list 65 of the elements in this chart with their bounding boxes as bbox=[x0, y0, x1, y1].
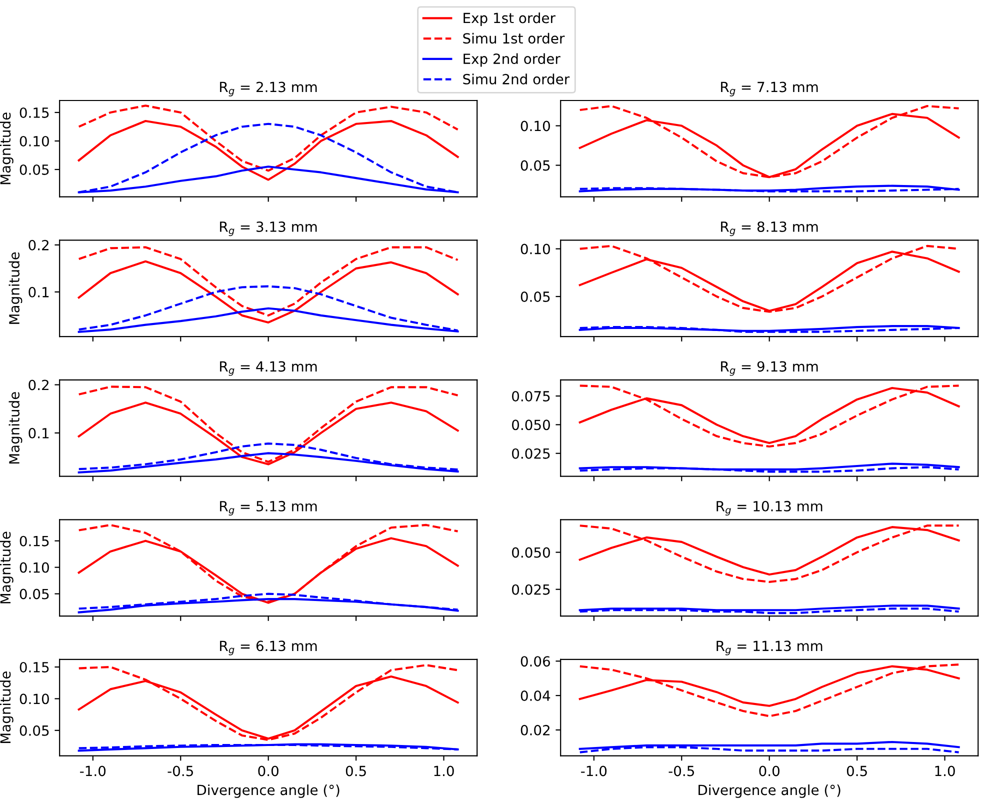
legend-label: Exp 2nd order bbox=[464, 53, 560, 67]
y-tick-label: 0.05 bbox=[20, 725, 49, 736]
chart-title: R$_{g}$ = 6.13 mm bbox=[220, 640, 317, 656]
x-tick-label: 0.5 bbox=[846, 766, 867, 776]
y-tick-label: 0.10 bbox=[20, 694, 49, 704]
line-series bbox=[78, 246, 459, 316]
x-tick-label: 0.5 bbox=[346, 766, 366, 776]
y-tick-label: 0.1 bbox=[28, 428, 49, 438]
y-axis-title: Magnitude bbox=[0, 112, 14, 184]
y-axis-title: Magnitude bbox=[8, 252, 22, 324]
line-series bbox=[78, 524, 459, 603]
line-series bbox=[578, 664, 960, 718]
x-tick-label: 1.0 bbox=[935, 766, 955, 776]
y-axis-title: Magnitude bbox=[0, 672, 14, 744]
x-tick-label: 0.0 bbox=[759, 766, 780, 776]
y-tick-label: 0.15 bbox=[20, 107, 49, 118]
y-tick-label: 0.025 bbox=[512, 584, 550, 595]
line-series bbox=[78, 104, 459, 172]
chart-title: R$_{g}$ = 7.13 mm bbox=[721, 82, 818, 96]
chart-title: R$_{g}$ = 9.13 mm bbox=[721, 361, 818, 376]
chart-title: R$_{g}$ = 2.13 mm bbox=[220, 82, 317, 96]
y-axis-title: Magnitude bbox=[0, 532, 14, 604]
chart-title: R$_{g}$ = 10.13 mm bbox=[716, 500, 822, 516]
y-tick-label: 0.2 bbox=[28, 240, 48, 250]
line-series bbox=[578, 740, 960, 750]
line-series bbox=[78, 386, 459, 463]
y-tick-label: 0.025 bbox=[512, 448, 550, 459]
y-tick-label: 0.05 bbox=[520, 160, 550, 171]
chart-title: R$_{g}$ = 4.13 mm bbox=[220, 361, 317, 376]
line-series bbox=[78, 664, 459, 741]
y-tick-label: 0.04 bbox=[520, 690, 550, 702]
chart-title: R$_{g}$ = 5.13 mm bbox=[220, 500, 317, 516]
x-tick-label: 1.0 bbox=[434, 766, 454, 776]
y-tick-label: 0.02 bbox=[520, 724, 550, 736]
y-axis-title: Magnitude bbox=[8, 392, 22, 464]
y-tick-label: 0.06 bbox=[520, 656, 550, 667]
y-tick-label: 0.2 bbox=[28, 380, 48, 390]
y-tick-label: 0.05 bbox=[20, 588, 49, 600]
y-tick-label: 0.050 bbox=[512, 420, 550, 430]
y-tick-label: 0.15 bbox=[20, 536, 49, 546]
chart-title: R$_{g}$ = 3.13 mm bbox=[220, 221, 317, 236]
y-tick-label: 0.10 bbox=[20, 562, 49, 573]
legend-label: Simu 2nd order bbox=[463, 74, 570, 84]
y-tick-label: 0.1 bbox=[28, 286, 49, 298]
x-tick-label: -1.0 bbox=[581, 766, 607, 776]
line-series bbox=[78, 260, 459, 324]
x-tick-label: -1.0 bbox=[80, 766, 106, 776]
y-tick-label: 0.075 bbox=[512, 390, 550, 402]
line-series bbox=[78, 120, 459, 181]
legend-label: Simu 1st order bbox=[463, 32, 565, 44]
y-tick-label: 0.050 bbox=[512, 547, 550, 558]
x-axis-title: Divergence angle (°) bbox=[698, 784, 840, 798]
y-tick-label: 0.10 bbox=[20, 136, 49, 146]
y-tick-label: 0.15 bbox=[20, 662, 49, 672]
x-axis-title: Divergence angle (°) bbox=[198, 784, 340, 798]
chart-title: R$_{g}$ = 8.13 mm bbox=[721, 221, 818, 236]
y-tick-label: 0.05 bbox=[520, 291, 550, 302]
y-tick-label: 0.05 bbox=[20, 164, 49, 175]
legend-label: Exp 1st order bbox=[464, 12, 556, 26]
y-tick-label: 0.10 bbox=[520, 244, 550, 254]
x-tick-label: -0.5 bbox=[668, 766, 694, 776]
chart-title: R$_{g}$ = 11.13 mm bbox=[716, 640, 822, 656]
x-tick-label: -0.5 bbox=[168, 766, 193, 776]
x-tick-label: 0.0 bbox=[258, 766, 278, 776]
y-tick-label: 0.10 bbox=[520, 120, 550, 132]
